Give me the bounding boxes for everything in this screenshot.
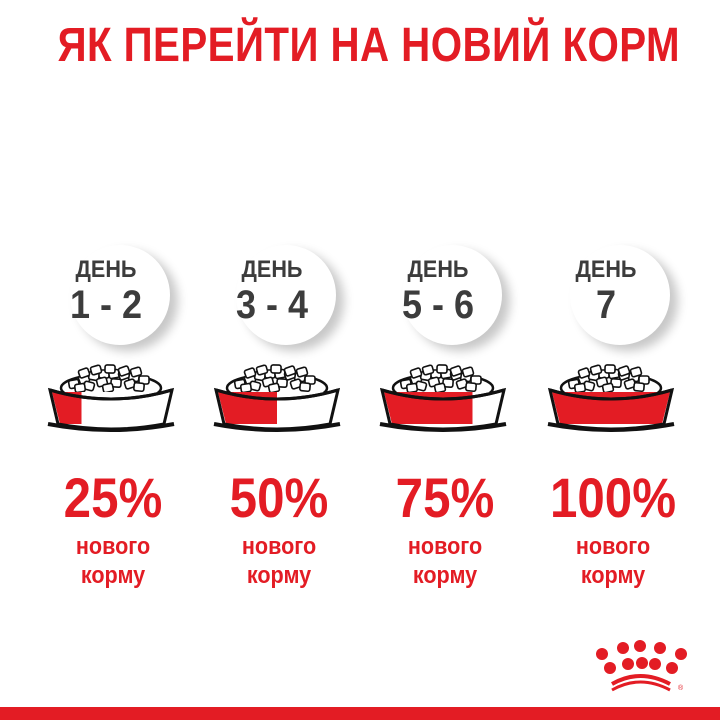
kibble (283, 365, 297, 377)
caption-line-1: нового (407, 533, 483, 560)
kibble (73, 382, 87, 394)
day-range: 5 - 6 (401, 283, 475, 327)
day-badge: ДЕНЬ 1 - 2 (40, 256, 172, 326)
transition-step: ДЕНЬ 7 100% нового корму (540, 240, 706, 600)
caption-line-2: корму (412, 562, 478, 589)
kibble (461, 366, 475, 378)
new-food-portion (552, 392, 670, 424)
food-bowl-icon (547, 364, 675, 432)
transition-step: ДЕНЬ 3 - 4 50% нового корму (206, 240, 372, 600)
kibble (133, 381, 145, 393)
kibble (104, 364, 116, 374)
kibble (299, 381, 311, 393)
kibble (255, 364, 269, 376)
percent-label: 50% (229, 466, 329, 529)
kibble (589, 364, 603, 376)
kibble (409, 367, 423, 379)
kibble (270, 364, 282, 374)
kibble (421, 364, 435, 376)
kibble (604, 364, 616, 374)
bottom-brand-bar (0, 707, 720, 720)
kibble (629, 366, 643, 378)
kibble (465, 381, 477, 393)
percent-label: 100% (549, 466, 677, 529)
transition-step: ДЕНЬ 1 - 2 25% нового корму (40, 240, 206, 600)
caption-line-1: нового (75, 533, 151, 560)
day-label: ДЕНЬ (75, 256, 137, 283)
caption-line-1: нового (241, 533, 317, 560)
caption-line-2: корму (580, 562, 646, 589)
page-title: ЯК ПЕРЕЙТИ НА НОВИЙ КОРМ (57, 19, 681, 72)
day-circle (570, 245, 670, 345)
svg-text:®: ® (678, 684, 684, 692)
caption-line-1: нового (575, 533, 651, 560)
day-circle (236, 245, 336, 345)
day-label: ДЕНЬ (241, 256, 303, 283)
day-circle (70, 245, 170, 345)
kibble (239, 382, 253, 394)
kibble (77, 367, 91, 379)
kibble (89, 364, 103, 376)
kibble (267, 382, 281, 394)
caption-line-2: корму (246, 562, 312, 589)
kibble (129, 366, 143, 378)
kibble (436, 364, 448, 374)
kibble (295, 366, 309, 378)
food-bowl-icon (213, 364, 341, 432)
percent-label: 25% (63, 466, 163, 529)
day-range: 1 - 2 (69, 283, 143, 327)
food-bowl-icon (47, 364, 175, 432)
caption-line-2: корму (80, 562, 146, 589)
day-label: ДЕНЬ (575, 256, 637, 283)
day-badge: ДЕНЬ 5 - 6 (372, 256, 504, 326)
day-badge: ДЕНЬ 7 (540, 256, 672, 326)
food-bowl-icon (379, 364, 507, 432)
kibble (449, 365, 463, 377)
kibble (101, 382, 115, 394)
kibble (433, 382, 447, 394)
kibble (601, 382, 615, 394)
day-range: 7 (595, 283, 617, 327)
day-range: 3 - 4 (235, 283, 309, 327)
kibble (577, 367, 591, 379)
day-badge: ДЕНЬ 3 - 4 (206, 256, 338, 326)
kibble (405, 382, 419, 394)
kibble (243, 367, 257, 379)
kibble (617, 365, 631, 377)
royal-canin-crown-logo: ® (596, 640, 687, 692)
day-label: ДЕНЬ (407, 256, 469, 283)
transition-step: ДЕНЬ 5 - 6 75% нового корму (372, 240, 538, 600)
day-circle (402, 245, 502, 345)
percent-label: 75% (395, 466, 495, 529)
kibble (117, 365, 131, 377)
kibble (573, 382, 587, 394)
kibble (633, 381, 645, 393)
